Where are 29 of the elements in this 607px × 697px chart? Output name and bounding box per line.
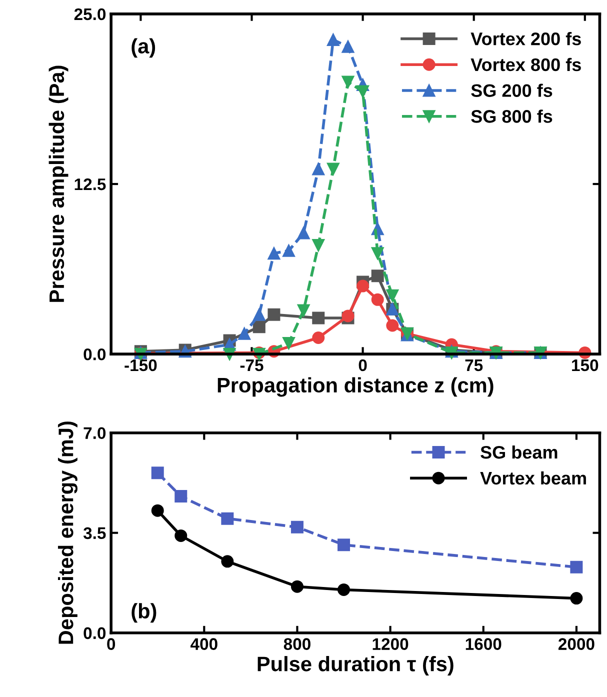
x-axis-title: Propagation distance z (cm) <box>218 377 494 397</box>
legend-label: Vortex beam <box>480 471 586 485</box>
x-tick-label: 0 <box>358 359 367 372</box>
x-tick-label: 0 <box>107 638 116 650</box>
annotation: (a) <box>132 38 156 58</box>
y-axis-title: Deposited energy (mJ) <box>58 422 78 644</box>
legend-label: Vortex 200 fs <box>470 32 581 46</box>
y-tick-label: 0.0 <box>84 627 106 640</box>
x-tick-label: 150 <box>572 359 598 372</box>
x-tick-label: -150 <box>124 359 157 372</box>
x-tick-label: -75 <box>240 360 264 372</box>
x-tick-label: 2000 <box>558 638 594 650</box>
legend-label: SG 800 fs <box>471 110 552 123</box>
x-tick-label: 1200 <box>372 638 408 650</box>
annotation: (b) <box>132 603 156 623</box>
x-tick-label: 1600 <box>466 638 502 650</box>
legend-label: SG 200 fs <box>471 84 552 97</box>
y-tick-label: 12.5 <box>74 178 106 190</box>
legend-label: SG beam <box>480 445 558 459</box>
y-tick-label: 7.0 <box>84 427 106 440</box>
x-tick-label: 400 <box>190 638 218 650</box>
x-tick-label: 800 <box>284 638 310 650</box>
x-tick-label: 75 <box>465 360 483 372</box>
y-tick-label: 25.0 <box>74 8 106 20</box>
y-tick-label: 3.5 <box>83 527 106 540</box>
y-tick-label: 0.0 <box>84 348 106 360</box>
x-axis-title: Pulse duration τ (fs) <box>258 656 454 676</box>
legend-label: Vortex 800 fs <box>470 58 581 72</box>
y-axis-title: Pressure amplitude (Pa) <box>48 66 68 302</box>
